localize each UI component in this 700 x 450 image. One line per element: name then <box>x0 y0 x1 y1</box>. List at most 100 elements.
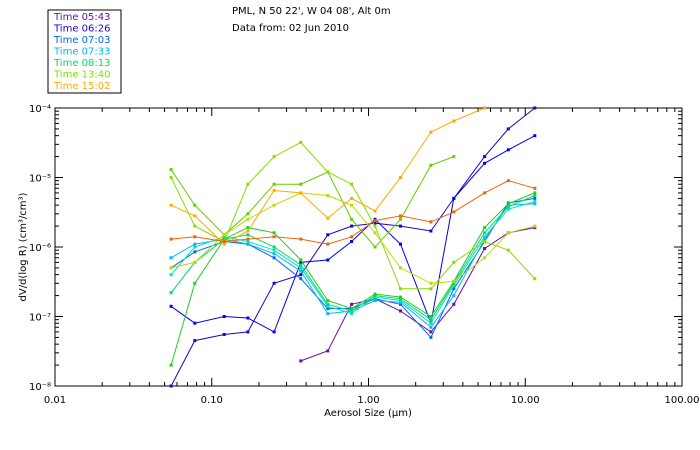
data-point <box>169 266 173 270</box>
data-point <box>373 221 377 225</box>
data-point <box>483 237 487 241</box>
data-point <box>506 231 510 235</box>
data-point <box>399 224 402 228</box>
data-point <box>350 302 354 306</box>
data-point <box>533 277 537 281</box>
data-point <box>326 299 330 302</box>
data-point <box>399 295 402 299</box>
data-point <box>169 363 173 367</box>
data-point <box>299 260 303 264</box>
data-point <box>326 216 330 220</box>
data-point <box>299 266 303 270</box>
data-point <box>533 191 537 195</box>
data-point <box>326 242 330 246</box>
data-point <box>533 194 537 197</box>
x-axis-label: Aerosol Size (μm) <box>324 408 412 419</box>
data-point <box>326 307 330 311</box>
series-line <box>170 195 535 321</box>
data-point <box>350 312 354 316</box>
data-point <box>299 269 303 273</box>
header-location: PML, N 50 22', W 04 08', Alt 0m <box>232 6 391 17</box>
data-point <box>246 330 250 334</box>
x-tick-label: 0.01 <box>44 395 66 406</box>
data-point <box>246 182 250 186</box>
data-point <box>272 256 276 260</box>
series-line <box>170 141 536 290</box>
data-point <box>246 240 250 243</box>
data-point <box>272 155 276 159</box>
data-point <box>193 339 197 343</box>
legend-entry: Time 13:40 <box>53 70 110 81</box>
series-6 <box>169 194 537 322</box>
data-point <box>399 287 402 291</box>
data-point <box>246 242 250 246</box>
data-point <box>222 333 226 336</box>
data-point <box>326 258 330 262</box>
data-point <box>169 176 173 179</box>
data-point <box>326 304 330 308</box>
data-point <box>452 279 456 283</box>
data-point <box>483 155 487 159</box>
data-point <box>169 291 173 295</box>
data-point <box>452 281 456 285</box>
data-point <box>272 281 276 285</box>
data-point <box>246 229 250 233</box>
y-tick-label: 10⁻⁸ <box>29 382 51 393</box>
data-point <box>193 260 197 264</box>
data-point <box>373 292 377 296</box>
data-point <box>533 106 537 110</box>
data-point <box>533 134 537 138</box>
data-point <box>299 277 303 281</box>
data-point <box>272 203 276 207</box>
data-point <box>452 287 456 291</box>
data-point <box>326 233 330 237</box>
x-tick-label: 1.00 <box>357 395 379 406</box>
data-point <box>452 294 456 298</box>
series-8 <box>169 155 456 249</box>
series-line <box>300 227 535 362</box>
data-point <box>169 384 173 388</box>
data-point <box>533 186 537 190</box>
data-point <box>483 106 487 110</box>
data-point <box>299 359 303 363</box>
data-point <box>373 297 377 301</box>
x-tick-label: 10.00 <box>511 395 540 406</box>
data-point <box>373 219 377 223</box>
data-point <box>169 168 173 172</box>
data-point <box>246 212 250 216</box>
data-point <box>506 202 510 206</box>
data-point <box>506 127 510 131</box>
data-point <box>193 235 197 239</box>
data-point <box>533 196 537 200</box>
data-point <box>506 207 510 211</box>
data-point <box>399 299 402 302</box>
data-point <box>399 214 402 218</box>
data-point <box>506 179 510 183</box>
data-point <box>350 182 354 186</box>
x-tick-label: 100.00 <box>665 395 700 406</box>
legend-entry: Time 06:26 <box>53 24 110 35</box>
data-point <box>399 266 402 270</box>
data-point <box>272 182 276 186</box>
data-point <box>272 235 276 239</box>
data-point <box>373 299 377 302</box>
data-point <box>429 330 433 334</box>
data-point <box>452 119 456 123</box>
data-point <box>299 191 303 195</box>
data-point <box>193 214 197 218</box>
data-point <box>272 245 276 249</box>
data-point <box>429 281 433 285</box>
y-tick-label: 10⁻⁵ <box>29 174 51 185</box>
data-point <box>399 217 402 221</box>
data-point <box>483 235 487 239</box>
data-point <box>429 325 433 329</box>
series-line <box>170 107 485 245</box>
data-point <box>399 242 402 246</box>
data-point <box>399 309 402 313</box>
data-point <box>452 155 456 159</box>
series-9 <box>169 140 537 291</box>
data-point <box>350 235 354 239</box>
legend-entry: Time 05:43 <box>53 12 110 23</box>
data-point <box>222 315 226 318</box>
